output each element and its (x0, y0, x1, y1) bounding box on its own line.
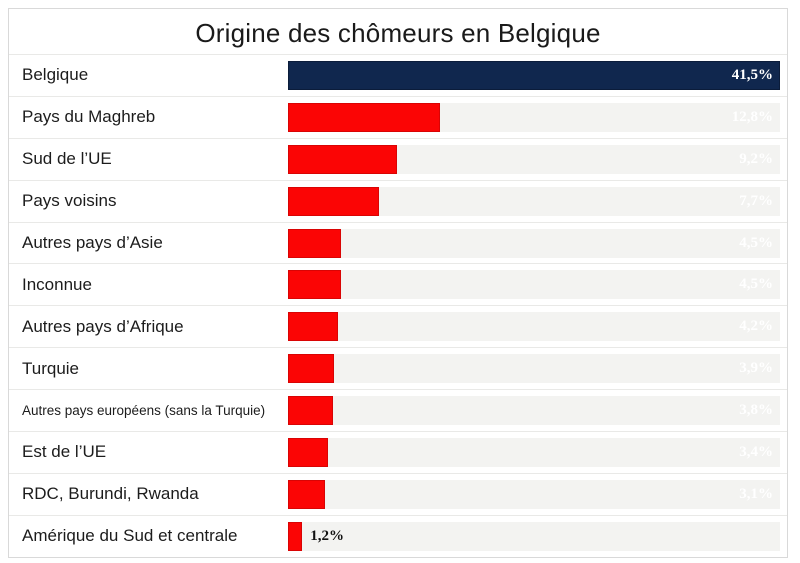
bar-track: 1,2% (288, 521, 780, 551)
chart-title: Origine des chômeurs en Belgique (195, 18, 601, 48)
bar (288, 270, 342, 300)
bar-track: 4,5% (288, 228, 780, 258)
bar (288, 479, 325, 509)
bar (288, 144, 398, 174)
bar (288, 312, 338, 342)
chart-row: RDC, Burundi, Rwanda 3,1% (9, 472, 787, 515)
bar-value: 12,8% (731, 108, 773, 125)
chart-row: Pays du Maghreb 12,8% (9, 95, 787, 138)
bar-track: 12,8% (288, 102, 780, 132)
bar-track: 7,7% (288, 186, 780, 216)
bar (288, 437, 329, 467)
chart-row: Pays voisins 7,7% (9, 179, 787, 222)
bar-value: 3,8% (739, 402, 773, 419)
row-label: Autres pays d’Asie (22, 233, 163, 252)
chart-rows: Belgique 41,5% Pays du Maghreb 12,8% Sud… (9, 54, 787, 557)
bar-value: 4,5% (739, 234, 773, 251)
bar (288, 60, 780, 90)
bar-value: 41,5% (731, 66, 773, 83)
bar (288, 186, 380, 216)
bar (288, 521, 303, 551)
row-label: Autres pays européens (sans la Turquie) (22, 403, 266, 419)
bar-value: 4,2% (739, 318, 773, 335)
bar (288, 228, 342, 258)
bar-value: 1,2% (310, 527, 344, 544)
row-label: RDC, Burundi, Rwanda (22, 484, 199, 504)
chart-row: Turquie 3,9% (9, 347, 787, 389)
bar-track: 41,5% (288, 60, 780, 90)
row-label: Belgique (22, 65, 89, 85)
chart-row: Belgique 41,5% (9, 54, 787, 96)
chart-row: Est de l’UE 3,4% (9, 431, 787, 473)
chart-row: Sud de l’UE 9,2% (9, 137, 787, 180)
bar-value: 3,9% (739, 360, 773, 377)
row-label: Amérique du Sud et centrale (22, 526, 238, 546)
bar-value: 3,1% (739, 485, 773, 502)
row-label: Est de l’UE (22, 442, 107, 462)
row-label: Inconnue (22, 274, 92, 294)
bar-value: 9,2% (739, 150, 773, 167)
chart-card: Origine des chômeurs en Belgique Belgiqu… (8, 8, 788, 558)
bar-track: 9,2% (288, 144, 780, 174)
chart-row: Autres pays d’Afrique 4,2% (9, 305, 787, 347)
row-label: Autres pays d’Afrique (22, 316, 184, 336)
row-label: Turquie (22, 358, 80, 378)
bar (288, 354, 335, 384)
row-label: Pays du Maghreb (22, 107, 156, 127)
bar-value: 4,5% (739, 276, 773, 293)
bar (288, 396, 334, 426)
bar-track: 3,9% (288, 354, 780, 384)
chart-row: Amérique du Sud et centrale 1,2% (9, 514, 787, 557)
bar-value: 3,4% (739, 443, 773, 460)
bar-track: 4,2% (288, 312, 780, 342)
chart-row: Autres pays d’Asie 4,5% (9, 221, 787, 264)
bar-track: 3,1% (288, 479, 780, 509)
bar (288, 102, 440, 132)
chart-row: Inconnue 4,5% (9, 263, 787, 305)
bar-track: 4,5% (288, 270, 780, 300)
row-label: Sud de l’UE (22, 149, 112, 169)
bar-track: 3,4% (288, 437, 780, 467)
bar-value: 7,7% (739, 192, 773, 209)
bar-track: 3,8% (288, 396, 780, 426)
row-label: Pays voisins (22, 191, 117, 211)
chart-row: Autres pays européens (sans la Turquie) … (9, 389, 787, 431)
